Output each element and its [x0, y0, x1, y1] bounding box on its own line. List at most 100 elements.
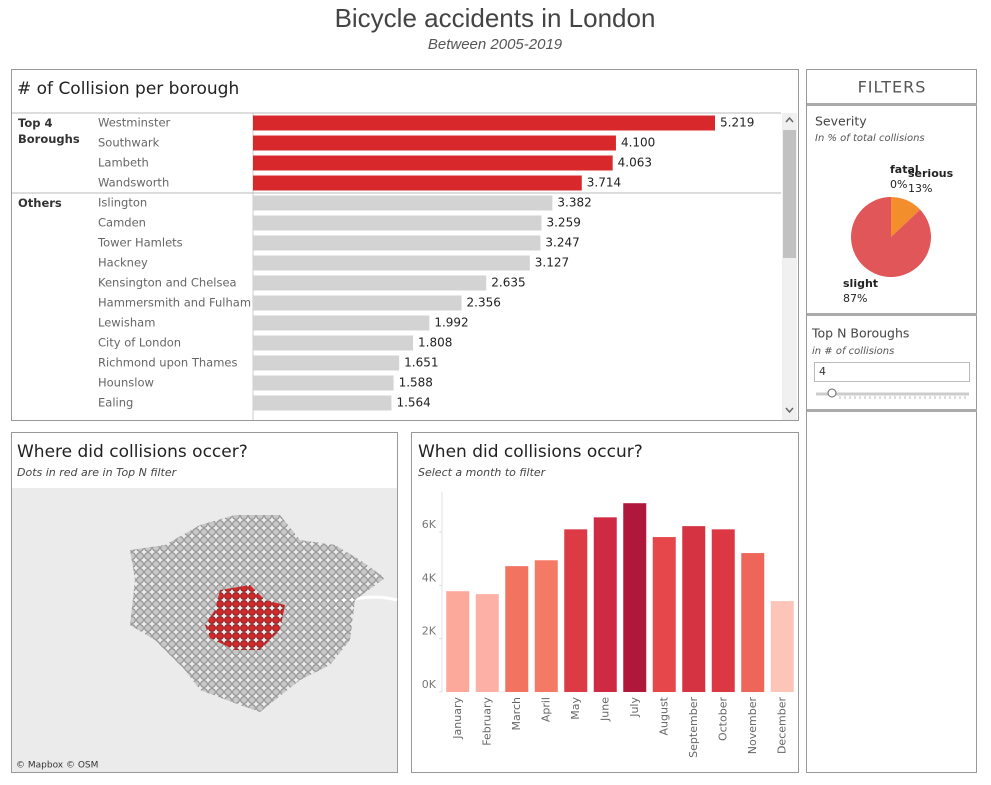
category-label: Southwark: [98, 136, 160, 150]
bar[interactable]: [564, 529, 588, 692]
bar: [253, 275, 487, 291]
page-title: Bicycle accidents in London: [335, 3, 656, 33]
bar[interactable]: [652, 537, 676, 692]
slice-label: serious: [908, 167, 954, 180]
top-n-input[interactable]: 4: [814, 362, 970, 382]
bar[interactable]: [534, 560, 558, 692]
filter-title: Top N Boroughs: [811, 326, 909, 341]
bar: [253, 175, 582, 191]
bar: [253, 215, 542, 231]
bar[interactable]: [593, 517, 617, 692]
bar[interactable]: [623, 503, 647, 692]
bar[interactable]: [741, 553, 765, 692]
category-label: Hackney: [98, 256, 148, 270]
y-tick-label: 2K: [422, 625, 437, 638]
slider-handle[interactable]: [827, 388, 837, 398]
page-subtitle: Between 2005-2019: [428, 36, 563, 53]
bar: [253, 355, 400, 371]
category-label: Kensington and Chelsea: [98, 276, 237, 290]
chart-subtitle: Dots in red are in Top N filter: [17, 466, 178, 479]
value-label: 3.247: [545, 236, 579, 250]
y-tick-label: 4K: [422, 571, 437, 584]
value-label: 3.382: [557, 196, 591, 210]
chart-title: # of Collision per borough: [17, 79, 239, 99]
chart-title: When did collisions occur?: [418, 442, 643, 462]
bar: [253, 135, 616, 151]
scroll-arrows[interactable]: [785, 116, 794, 414]
pie-slice: [891, 197, 921, 237]
bar[interactable]: [475, 594, 499, 692]
x-tick-label: December: [775, 697, 788, 755]
value-label: 1.588: [399, 376, 433, 390]
value-label: 3.259: [546, 216, 580, 230]
panel: [411, 432, 799, 773]
x-tick-label: October: [716, 697, 729, 741]
slice-value: 13%: [908, 182, 932, 195]
category-label: Camden: [98, 216, 146, 230]
category-label: Richmond upon Thames: [98, 356, 237, 370]
bar[interactable]: [446, 591, 470, 692]
category-label: Islington: [98, 196, 147, 210]
x-tick-label: January: [451, 697, 464, 740]
x-tick-label: May: [569, 697, 582, 720]
bar: [253, 315, 430, 331]
divider: [807, 409, 977, 412]
pie-slice: [850, 197, 931, 277]
panel: [11, 69, 799, 421]
scrollbar-thumb[interactable]: [783, 130, 796, 258]
group-label: Others: [18, 196, 62, 210]
category-label: Tower Hamlets: [97, 236, 183, 250]
x-tick-label: February: [480, 697, 493, 746]
value-label: 5.219: [720, 116, 754, 130]
value-label: 4.100: [621, 136, 655, 150]
slice-label: fatal: [890, 163, 919, 176]
x-tick-label: March: [510, 697, 523, 731]
value-label: 1.808: [418, 336, 452, 350]
slice-value: 0%: [890, 178, 907, 191]
filters-title: FILTERS: [858, 78, 927, 97]
y-tick-label: 0K: [422, 678, 437, 691]
bar[interactable]: [505, 566, 529, 692]
value-label: 1.992: [434, 316, 468, 330]
bar: [253, 335, 414, 351]
bar: [253, 235, 541, 251]
x-tick-label: April: [539, 697, 552, 722]
value-label: 1.651: [404, 356, 438, 370]
slice-label: slight: [843, 277, 878, 290]
chart-subtitle: Select a month to filter: [418, 466, 547, 479]
category-label: Westminster: [98, 116, 171, 130]
bar: [253, 295, 462, 311]
panel: [11, 432, 398, 773]
chart-title: Where did collisions occer?: [17, 442, 248, 462]
divider: [807, 313, 977, 316]
x-tick-label: September: [687, 697, 700, 758]
bar: [253, 115, 715, 131]
bar: [253, 395, 392, 411]
category-label: City of London: [98, 336, 181, 350]
category-label: Hammersmith and Fulham: [98, 296, 251, 310]
bar: [253, 255, 530, 271]
category-label: Lambeth: [98, 156, 149, 170]
value-label: 3.127: [535, 256, 569, 270]
value-label: 3.714: [587, 176, 621, 190]
x-tick-label: July: [628, 697, 641, 718]
bar[interactable]: [711, 529, 735, 692]
x-tick-label: August: [657, 696, 670, 735]
bar[interactable]: [682, 526, 706, 692]
bar[interactable]: [770, 601, 794, 692]
top-n-dots: [205, 585, 285, 650]
category-label: Ealing: [98, 396, 133, 410]
chart-subtitle: In % of total collisions: [815, 133, 925, 144]
slice-value: 87%: [843, 292, 867, 305]
bar: [253, 155, 613, 171]
attribution: © Mapbox © OSM: [16, 761, 98, 771]
y-tick-label: 6K: [422, 518, 437, 531]
bar: [253, 375, 394, 391]
value-label: 2.356: [467, 296, 501, 310]
chart-title: Severity: [815, 114, 867, 129]
value-label: 2.635: [491, 276, 525, 290]
category-label: Lewisham: [98, 316, 155, 330]
divider: [807, 103, 977, 106]
